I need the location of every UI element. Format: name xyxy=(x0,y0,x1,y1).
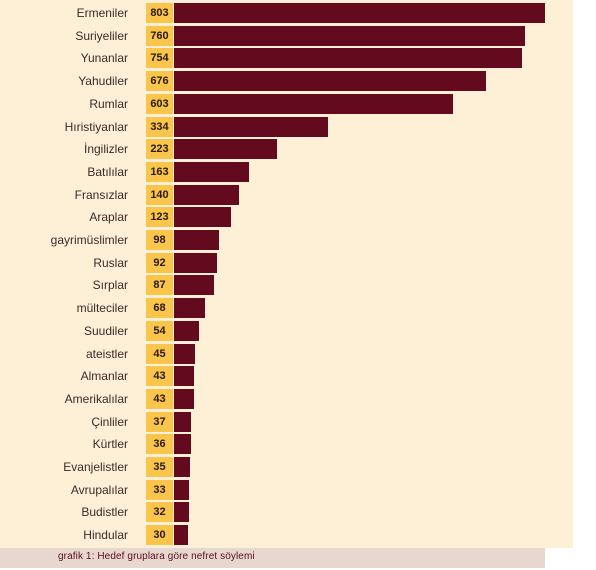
category-label: Sırplar xyxy=(92,278,128,293)
value-label: 98 xyxy=(153,234,166,246)
value-label-box: 98 xyxy=(146,230,173,250)
category-label: İngilizler xyxy=(83,142,128,157)
bar xyxy=(174,139,277,160)
category-label: Hıristiyanlar xyxy=(64,119,128,134)
value-label: 87 xyxy=(153,279,166,292)
value-label-box: 54 xyxy=(146,320,173,341)
value-label-box: 334 xyxy=(146,116,173,137)
bar xyxy=(174,320,199,341)
value-label-box: 92 xyxy=(146,252,173,273)
value-label-box: 163 xyxy=(146,161,173,182)
value-label: 30 xyxy=(153,529,166,542)
value-label-box: 123 xyxy=(146,207,173,228)
value-label-box: 32 xyxy=(146,502,173,523)
value-label: 760 xyxy=(150,29,169,42)
bar xyxy=(174,525,188,546)
value-label: 676 xyxy=(150,75,169,88)
value-label-box: 37 xyxy=(146,411,173,432)
bar xyxy=(174,366,194,387)
value-label-box: 35 xyxy=(146,457,173,477)
value-label-box: 43 xyxy=(146,388,173,409)
bar xyxy=(174,48,522,69)
category-label: Ruslar xyxy=(93,255,128,270)
value-label-box: 760 xyxy=(146,25,173,46)
value-label: 140 xyxy=(150,188,169,201)
category-label: ateistler xyxy=(85,346,128,361)
value-label: 37 xyxy=(153,415,166,428)
bar xyxy=(174,275,214,296)
category-label: Suudiler xyxy=(83,323,128,338)
bar xyxy=(174,25,525,46)
value-label: 68 xyxy=(153,302,166,315)
bar xyxy=(174,434,191,455)
bar xyxy=(174,252,217,273)
value-label-box: 223 xyxy=(146,139,173,160)
bar xyxy=(174,207,231,228)
category-label: gayrimüslimler xyxy=(50,233,128,247)
value-label-box: 68 xyxy=(146,298,173,319)
category-label: Hindular xyxy=(83,528,128,543)
value-label-box: 87 xyxy=(146,275,173,296)
category-label: Yunanlar xyxy=(80,51,128,66)
bar xyxy=(174,502,189,523)
value-label: 92 xyxy=(153,256,166,269)
category-label: Kürtler xyxy=(92,437,128,452)
value-label-box: 43 xyxy=(146,366,173,387)
bar xyxy=(174,161,249,182)
bar xyxy=(174,457,190,477)
value-label-box: 754 xyxy=(146,48,173,69)
value-label: 43 xyxy=(153,392,166,405)
category-label: Avrupalılar xyxy=(70,482,128,497)
category-label: Yahudiler xyxy=(78,74,128,89)
value-label: 754 xyxy=(150,52,169,65)
value-label: 35 xyxy=(153,461,166,473)
category-label: Amerikalılar xyxy=(64,391,128,406)
category-label: Rumlar xyxy=(89,96,128,111)
category-label: Batılılar xyxy=(87,164,128,179)
value-label-box: 33 xyxy=(146,479,173,500)
bar xyxy=(174,343,195,364)
bar xyxy=(174,184,239,205)
category-label: Ermeniler xyxy=(76,6,128,20)
value-label-box: 603 xyxy=(146,93,173,114)
caption-bar: grafik 1: Hedef gruplara göre nefret söy… xyxy=(0,548,545,568)
value-label: 33 xyxy=(153,483,166,496)
category-label: Suriyeliler xyxy=(75,28,128,43)
bar xyxy=(174,388,194,409)
value-label: 123 xyxy=(150,211,169,224)
chart-caption: grafik 1: Hedef gruplara göre nefret söy… xyxy=(58,551,255,562)
category-label: Evanjelistler xyxy=(63,460,128,474)
category-label: Almanlar xyxy=(80,369,128,384)
bar xyxy=(174,411,191,432)
value-label: 45 xyxy=(153,347,166,360)
bar xyxy=(174,116,328,137)
category-label: Araplar xyxy=(89,210,128,225)
value-label-box: 30 xyxy=(146,525,173,546)
value-label-box: 140 xyxy=(146,184,173,205)
value-label: 36 xyxy=(153,438,166,451)
bar xyxy=(174,93,453,114)
bar xyxy=(174,479,189,500)
value-label-box: 36 xyxy=(146,434,173,455)
category-label: Fransızlar xyxy=(74,187,128,202)
bar xyxy=(174,3,545,23)
category-label: mülteciler xyxy=(76,301,128,316)
value-label: 43 xyxy=(153,370,166,383)
category-label: Çinliler xyxy=(91,414,128,429)
value-label: 223 xyxy=(150,143,169,156)
value-label: 334 xyxy=(150,120,169,133)
bar xyxy=(174,230,219,250)
value-label: 803 xyxy=(150,7,169,19)
value-label-box: 676 xyxy=(146,71,173,92)
bar xyxy=(174,71,486,92)
value-label-box: 45 xyxy=(146,343,173,364)
bar xyxy=(174,298,205,319)
chart-panel: Ermeniler 803 Suriyeliler 760 Yunanlar 754 Yah… xyxy=(0,0,573,548)
value-label: 54 xyxy=(153,324,166,337)
value-label-box: 803 xyxy=(146,3,173,23)
value-label: 603 xyxy=(150,97,169,110)
value-label: 32 xyxy=(153,506,166,519)
value-label: 163 xyxy=(150,165,169,178)
category-label: Budistler xyxy=(81,505,128,520)
